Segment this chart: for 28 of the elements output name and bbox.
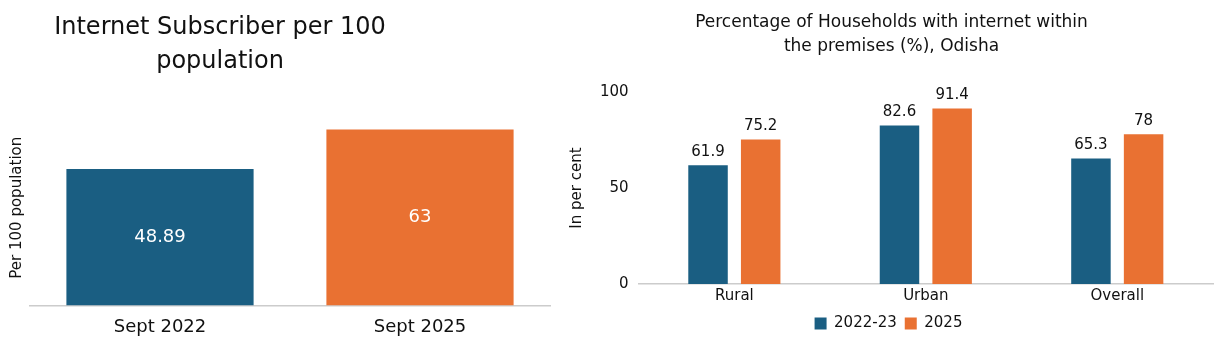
bar xyxy=(1071,158,1111,284)
y-tick-label: 0 xyxy=(619,273,629,292)
bar xyxy=(932,108,972,284)
y-tick-label: 100 xyxy=(599,81,629,100)
data-label: 63 xyxy=(408,205,432,227)
y-axis-title: Per 100 population xyxy=(6,136,25,279)
legend-label: 2022-23 xyxy=(834,313,897,332)
x-tick-label: Rural xyxy=(714,285,754,304)
y-axis-title: In per cent xyxy=(566,147,585,229)
legend-label: 2025 xyxy=(924,313,963,332)
chart-title: Percentage of Households with internet within the premises (%), Odisha xyxy=(694,10,1089,57)
data-label: 65.3 xyxy=(1074,135,1108,154)
x-tick-label: Overall xyxy=(1090,285,1145,304)
y-tick-label: 50 xyxy=(609,177,629,196)
bar xyxy=(688,165,728,284)
chart-title: Internet Subscriber per 100 population xyxy=(53,11,387,76)
x-tick-label: Sept 2025 xyxy=(373,314,467,336)
data-label: 91.4 xyxy=(935,84,969,103)
data-label: 78 xyxy=(1134,110,1154,129)
data-label: 48.89 xyxy=(134,224,186,246)
x-tick-label: Urban xyxy=(903,285,949,304)
data-label: 82.6 xyxy=(882,101,917,120)
bar xyxy=(740,139,781,284)
bar xyxy=(1123,134,1164,284)
data-label: 75.2 xyxy=(743,116,778,135)
bar xyxy=(879,125,920,284)
x-tick-label: Sept 2022 xyxy=(113,314,207,336)
data-label: 61.9 xyxy=(691,141,725,160)
